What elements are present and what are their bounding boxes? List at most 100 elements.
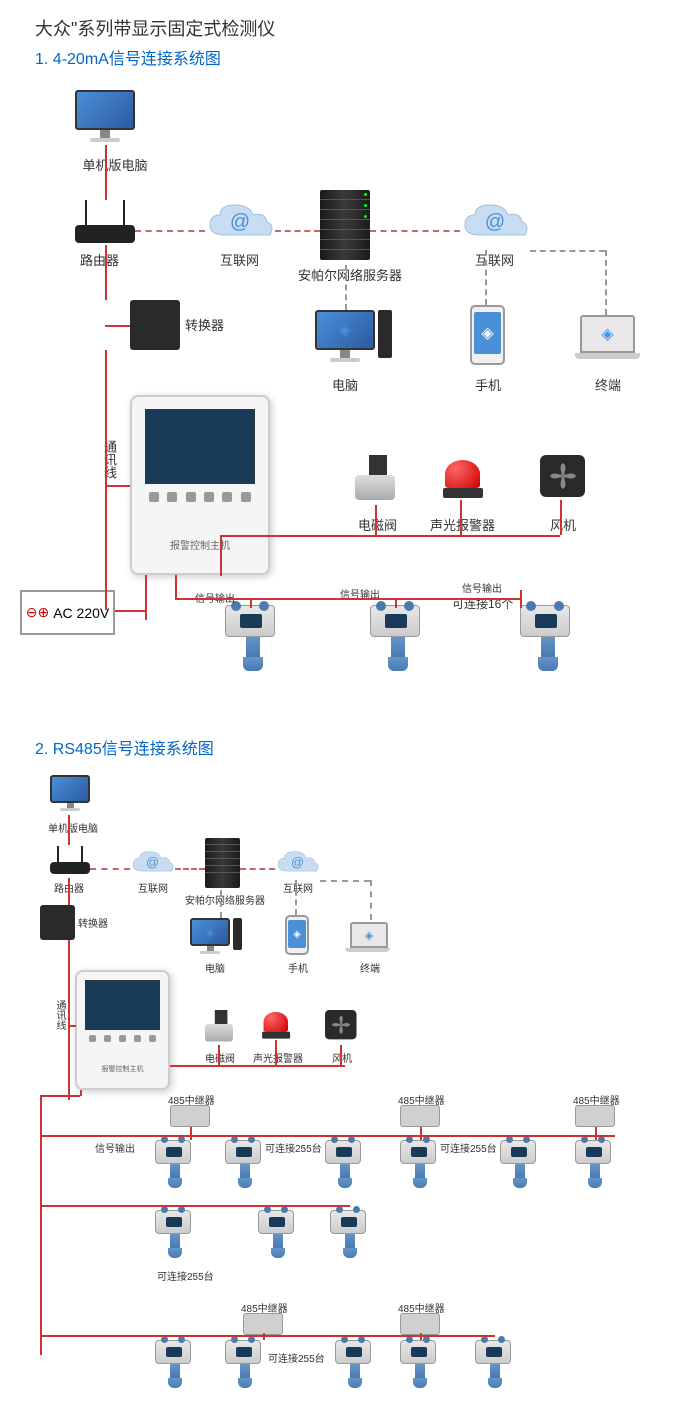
fan-2-icon — [325, 1010, 364, 1045]
standalone-pc-2-label: 单机版电脑 — [48, 820, 98, 835]
wire — [68, 940, 70, 1100]
wire — [105, 245, 107, 300]
terminal-2-label: 终端 — [360, 960, 380, 975]
laptop-2-icon: ◈ — [350, 922, 390, 952]
dash-wire — [220, 890, 222, 918]
pc-label: 电脑 — [332, 375, 358, 394]
section2-heading: 2. RS485信号连接系统图 — [35, 735, 214, 759]
svg-text:@: @ — [230, 211, 250, 233]
server-2-icon — [205, 838, 240, 888]
sensor-r2-3-icon — [330, 1210, 370, 1262]
wire — [40, 1335, 42, 1355]
dash-wire — [345, 265, 347, 310]
wire — [145, 575, 147, 620]
internet-cloud-3-icon: @ — [130, 848, 175, 878]
controller-panel-icon: 报警控制主机 — [130, 395, 270, 575]
sensor-r3-1-icon — [155, 1340, 195, 1392]
wire — [40, 1095, 42, 1355]
wire — [560, 500, 562, 535]
fan-label: 风机 — [550, 515, 576, 534]
fan-2-label: 风机 — [332, 1050, 352, 1065]
internet-label-4: 互联网 — [283, 880, 313, 895]
standalone-pc-icon — [75, 90, 135, 142]
wire — [595, 1127, 597, 1140]
pc-2-icon: ◈ — [190, 918, 230, 954]
sensor-r1-6-icon — [575, 1140, 615, 1192]
internet-cloud-1-icon: @ — [205, 200, 275, 245]
wire — [170, 1065, 345, 1067]
wire — [68, 878, 70, 905]
wire — [175, 598, 520, 600]
pc-tower-2-icon — [233, 918, 242, 950]
signal-out-2-label: 信号输出 — [95, 1140, 135, 1155]
phone-icon: ◈ — [470, 305, 505, 365]
wire — [420, 1127, 422, 1140]
wire — [40, 1205, 350, 1207]
wire — [40, 1135, 615, 1137]
dash-wire — [275, 230, 320, 232]
standalone-pc-label: 单机版电脑 — [75, 155, 155, 174]
ac-power-label: ⊖⊕AC 220V — [20, 590, 115, 635]
sensor-r3-5-icon — [475, 1340, 515, 1392]
valve-icon — [355, 455, 400, 505]
server-label: 安帕尔网络服务器 — [290, 265, 410, 284]
converter-icon — [130, 300, 180, 350]
internet-label-1: 互联网 — [220, 250, 259, 269]
router-icon — [75, 225, 135, 243]
connect255-1-label: 可连接255台 — [265, 1140, 322, 1155]
dash-wire — [485, 250, 487, 305]
comm-line-label: 通讯线 — [100, 440, 119, 479]
sensor-2-icon — [370, 605, 425, 675]
wire — [68, 815, 70, 845]
repeater-4-label: 485中继器 — [241, 1300, 288, 1315]
repeater-5-label: 485中继器 — [398, 1300, 445, 1315]
sensor-r1-3-icon — [325, 1140, 365, 1192]
repeater-5-icon — [400, 1313, 440, 1335]
server-2-label: 安帕尔网络服务器 — [185, 892, 265, 907]
wire — [220, 535, 270, 537]
internet-cloud-4-icon: @ — [275, 848, 320, 878]
converter-2-icon — [40, 905, 75, 940]
terminal-label: 终端 — [595, 375, 621, 394]
wire — [218, 1045, 220, 1065]
wire — [40, 1335, 495, 1337]
alarm-label: 声光报警器 — [430, 515, 495, 534]
dash-wire — [530, 250, 605, 252]
phone-label: 手机 — [475, 375, 501, 394]
sensor-r1-1-icon — [155, 1140, 195, 1192]
sensor-r1-5-icon — [500, 1140, 540, 1192]
sensor-r2-1-icon — [155, 1210, 195, 1262]
svg-text:@: @ — [291, 855, 304, 870]
valve-2-label: 电磁阀 — [205, 1050, 235, 1065]
dash-wire — [135, 230, 205, 232]
alarm-icon — [440, 460, 485, 505]
dash-wire — [370, 880, 372, 920]
svg-text:@: @ — [146, 855, 159, 870]
connect255-2-label: 可连接255台 — [440, 1140, 497, 1155]
wire — [105, 325, 130, 327]
alarm-2-icon — [260, 1012, 292, 1044]
signal-out-label-3: 信号输出 — [462, 580, 502, 595]
sensor-r3-2-icon — [225, 1340, 265, 1392]
connect255-3-label: 可连接255台 — [157, 1268, 214, 1283]
standalone-pc-2-icon — [50, 775, 90, 811]
wire — [460, 500, 462, 535]
sensor-1-icon — [225, 605, 280, 675]
controller-panel-2-icon: 报警控制主机 — [75, 970, 170, 1090]
sensor-r3-4-icon — [400, 1340, 440, 1392]
repeater-2-label: 485中继器 — [398, 1092, 445, 1107]
laptop-icon: ◈ — [580, 315, 640, 359]
wire — [105, 350, 107, 610]
internet-cloud-2-icon: @ — [460, 200, 530, 245]
wire — [80, 1090, 82, 1096]
dash-wire — [320, 880, 370, 882]
wire — [105, 485, 130, 487]
connect255-4-label: 可连接255台 — [268, 1350, 325, 1365]
dash-wire — [295, 880, 297, 915]
converter-2-label: 转换器 — [78, 915, 108, 930]
sensor-r2-2-icon — [258, 1210, 298, 1262]
phone-2-icon: ◈ — [285, 915, 309, 955]
sensor-r1-4-icon — [400, 1140, 440, 1192]
alarm-2-label: 声光报警器 — [253, 1050, 303, 1065]
wire — [40, 1095, 80, 1097]
